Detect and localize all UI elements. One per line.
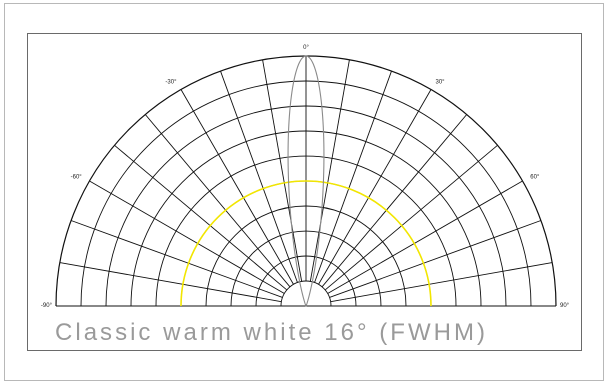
angle-tick-label: 90° (560, 303, 570, 309)
angle-tick-label: -90° (41, 303, 53, 309)
grid-spoke (262, 59, 303, 282)
grid-spoke (327, 180, 523, 294)
grid-spoke (330, 262, 553, 303)
angle-tick-label: -60° (71, 175, 83, 181)
half-maximum-ring (180, 180, 432, 307)
grid-spoke (220, 70, 298, 283)
angle-labels: -90° -60° -30° 0° 30° 60° 90° (41, 45, 570, 309)
grid-spoke (314, 70, 392, 283)
chart-title: Classic warm white 16° (FWHM) (55, 319, 485, 346)
grid-spoke (180, 89, 294, 285)
grid-spoke (59, 262, 282, 303)
grid-spoke (318, 89, 432, 285)
grid-spoke (114, 144, 288, 291)
grid-spoke (89, 180, 285, 294)
angle-tick-label: 30° (436, 80, 446, 86)
grid-ring (280, 280, 332, 307)
series-layer (180, 55, 432, 307)
grid-spoke (321, 114, 468, 288)
beam-lobe (287, 55, 325, 307)
grid-spoke (324, 144, 498, 291)
grid-spoke (144, 114, 291, 288)
angle-tick-label: 0° (303, 45, 309, 51)
grid-spoke (309, 59, 350, 282)
angle-tick-label: 60° (530, 175, 540, 181)
angle-tick-label: -30° (165, 80, 177, 86)
chart-frame (27, 33, 582, 351)
grid-spoke (329, 220, 542, 298)
grid-spoke (70, 220, 283, 298)
